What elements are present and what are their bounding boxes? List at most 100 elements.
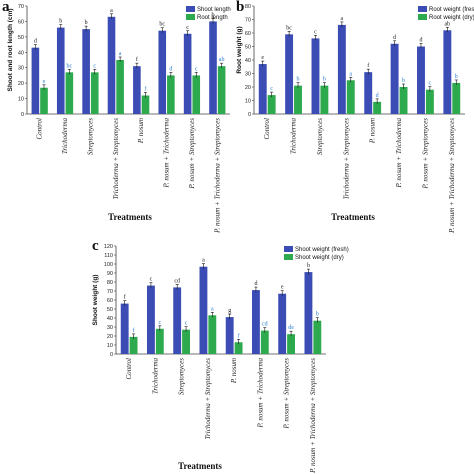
significance-label: d: [169, 66, 172, 72]
category-label: Streptomyces: [316, 118, 324, 155]
panel-letter-a: a: [2, 0, 10, 15]
significance-label: f: [144, 85, 146, 92]
category-label: Control: [125, 358, 133, 380]
y-tick-label: 20: [107, 334, 113, 340]
bar-fresh: [173, 287, 182, 354]
significance-label: f: [367, 62, 369, 69]
y-axis-title-b: Root weight (g): [236, 26, 243, 73]
legend-label: Root weight (fresh): [429, 7, 474, 13]
category-label: P. nosum + Trichoderma + Streptomyces: [309, 358, 317, 474]
bar-fresh: [133, 66, 141, 114]
category-label: Trichoderma: [290, 118, 298, 155]
y-tick-label: 10: [107, 343, 113, 349]
bar-fresh: [147, 285, 155, 354]
bar-fresh: [311, 38, 320, 114]
significance-label: f: [124, 294, 126, 301]
bar-fresh: [278, 293, 287, 354]
category-label: Trichoderma + Streptomyces: [204, 358, 212, 440]
y-tick-label: 10: [18, 97, 24, 103]
bar-fresh: [199, 266, 208, 354]
significance-label: a: [110, 8, 113, 14]
significance-label: cd: [262, 322, 268, 328]
bar-dry: [313, 320, 322, 354]
y-tick-label: 0: [248, 112, 251, 118]
bar-dry: [116, 60, 124, 114]
significance-label: e: [43, 79, 46, 85]
significance-label: b: [297, 77, 300, 83]
significance-label: b: [323, 77, 326, 83]
y-tick-label: 100: [104, 262, 113, 268]
bar-fresh: [82, 29, 90, 115]
bar-dry: [425, 89, 434, 114]
category-label: P. nosum + Trichoderma + Streptomyces: [448, 118, 456, 234]
bar-fresh: [443, 30, 452, 114]
significance-label: a: [202, 258, 205, 264]
significance-label: b: [212, 12, 215, 18]
bar-dry: [90, 72, 99, 114]
significance-label: c: [158, 320, 161, 326]
category-label: Trichoderma + Streptomyces: [342, 118, 350, 200]
bar-dry: [155, 328, 164, 354]
y-tick-label: 50: [18, 35, 24, 41]
bar-dry: [65, 72, 74, 114]
significance-label: f: [133, 327, 135, 334]
chart-panel-a: 0 10 20 30 40 50 60 70 d b b a f bc c b e bc c a f d c ab Contro…: [18, 4, 231, 234]
y-tick-label: 50: [245, 45, 251, 51]
bar-dry: [452, 82, 461, 114]
significance-label: ab: [219, 57, 225, 63]
significance-label: b: [307, 263, 310, 269]
bar-dry: [129, 336, 138, 354]
bar-fresh: [120, 303, 129, 354]
y-tick-label: 30: [245, 72, 251, 78]
y-axis-title-a: Shoot and root length (cm): [7, 8, 14, 91]
significance-label: d: [34, 39, 37, 45]
bar-fresh: [56, 27, 65, 115]
significance-label: c: [150, 277, 153, 283]
category-label: P. nosum + Streptomyces: [421, 118, 429, 190]
y-tick-label: 30: [107, 325, 113, 331]
legend-swatch: [186, 14, 195, 20]
bar-fresh: [285, 34, 294, 114]
bar-fresh: [158, 30, 167, 114]
y-tick-label: 50: [107, 307, 113, 313]
legend-label: Shoot length: [197, 7, 231, 13]
significance-label: f: [136, 56, 138, 63]
category-label: Trichoderma + Streptomyces: [112, 118, 120, 200]
y-tick-label: 80: [245, 4, 251, 10]
bar-fresh: [31, 47, 40, 114]
x-axis-title-a: Treatments: [108, 212, 152, 222]
x-axis-title-c: Treatments: [178, 461, 222, 471]
y-tick-label: 90: [107, 271, 113, 277]
significance-label: c: [429, 81, 432, 87]
bar-dry: [294, 85, 302, 114]
bar-fresh: [258, 64, 267, 114]
y-tick-label: 70: [107, 289, 113, 295]
bar-dry: [373, 101, 382, 114]
x-axis-title-b: Treatments: [331, 212, 375, 222]
bar-fresh: [304, 272, 313, 354]
y-tick-label: 70: [245, 18, 251, 24]
significance-label: b: [316, 312, 319, 318]
significance-label: a: [211, 306, 214, 312]
panel-letter-c: c: [92, 238, 99, 254]
y-tick-label: 20: [245, 85, 251, 91]
category-label: Streptomyces: [178, 358, 186, 395]
significance-label: g: [228, 308, 231, 314]
significance-label: cd: [174, 278, 180, 284]
y-tick-label: 70: [18, 4, 24, 10]
bar-dry: [217, 66, 226, 114]
significance-label: de: [288, 325, 294, 331]
category-label: P. nosum + Streptomyces: [283, 358, 291, 430]
significance-label: b: [402, 78, 405, 84]
significance-label: d: [254, 281, 257, 287]
category-label: P. nosum: [230, 358, 238, 384]
significance-label: a: [119, 51, 122, 57]
y-tick-label: 40: [245, 58, 251, 64]
significance-label: b: [85, 20, 88, 26]
significance-label: d: [376, 93, 379, 99]
significance-label: b: [455, 74, 458, 80]
bar-dry: [192, 75, 201, 114]
legend-label: Shoot weight (fresh): [295, 247, 349, 253]
